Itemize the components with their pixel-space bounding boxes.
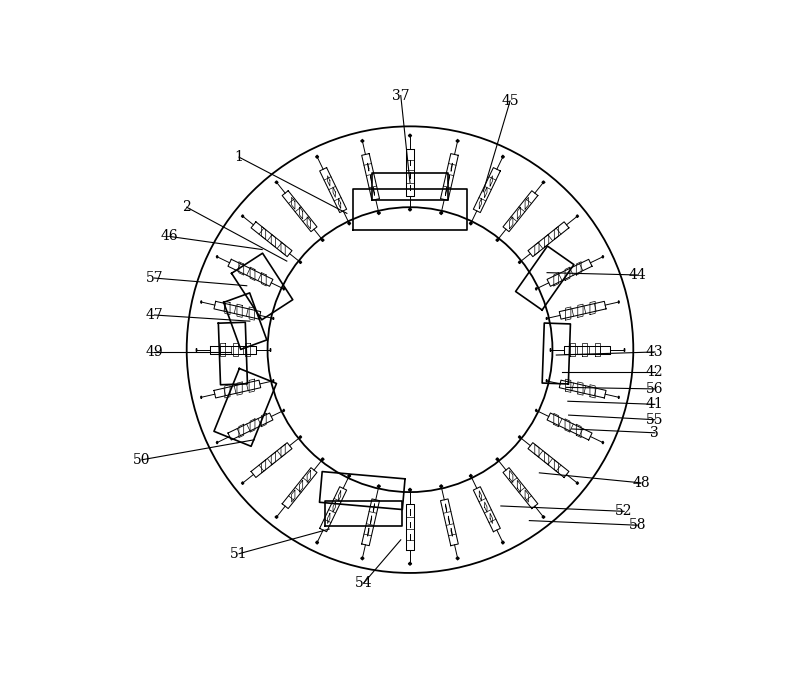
Polygon shape: [602, 441, 603, 444]
Text: 42: 42: [646, 365, 664, 379]
Polygon shape: [282, 190, 317, 232]
Polygon shape: [440, 211, 442, 214]
Polygon shape: [576, 482, 578, 484]
Polygon shape: [474, 486, 500, 532]
Polygon shape: [406, 504, 414, 550]
Polygon shape: [275, 516, 278, 519]
Polygon shape: [542, 516, 545, 519]
Polygon shape: [362, 153, 379, 200]
Polygon shape: [378, 485, 380, 488]
Polygon shape: [275, 181, 278, 183]
Polygon shape: [542, 181, 545, 183]
Polygon shape: [361, 557, 364, 560]
Polygon shape: [362, 499, 379, 546]
Text: 41: 41: [646, 398, 664, 412]
Polygon shape: [217, 256, 218, 258]
Text: 50: 50: [134, 453, 150, 467]
Text: 55: 55: [646, 413, 664, 427]
Polygon shape: [348, 222, 350, 225]
Polygon shape: [470, 222, 472, 225]
Polygon shape: [535, 288, 537, 290]
Polygon shape: [406, 150, 414, 195]
Polygon shape: [576, 215, 578, 218]
Polygon shape: [408, 134, 412, 137]
Polygon shape: [408, 562, 412, 565]
Polygon shape: [503, 468, 538, 509]
Polygon shape: [242, 482, 244, 484]
Text: 46: 46: [161, 230, 178, 244]
Polygon shape: [503, 190, 538, 232]
Polygon shape: [602, 256, 603, 258]
Text: 54: 54: [355, 576, 373, 590]
Polygon shape: [214, 380, 261, 398]
Polygon shape: [282, 468, 317, 509]
Polygon shape: [441, 499, 458, 546]
Polygon shape: [518, 261, 521, 264]
Polygon shape: [228, 259, 273, 286]
Text: 51: 51: [230, 547, 248, 561]
Polygon shape: [547, 259, 592, 286]
Polygon shape: [320, 167, 346, 213]
Text: 2: 2: [182, 200, 191, 214]
Text: 37: 37: [392, 88, 410, 102]
Polygon shape: [535, 409, 537, 412]
Polygon shape: [361, 139, 364, 142]
Polygon shape: [441, 153, 458, 200]
Polygon shape: [283, 288, 285, 290]
Polygon shape: [502, 155, 504, 158]
Polygon shape: [564, 346, 610, 354]
Polygon shape: [210, 346, 256, 354]
Polygon shape: [299, 261, 302, 264]
Text: 48: 48: [632, 476, 650, 490]
Text: 52: 52: [615, 504, 633, 518]
Polygon shape: [456, 139, 459, 142]
Polygon shape: [217, 441, 218, 444]
Polygon shape: [320, 486, 346, 532]
Polygon shape: [316, 155, 318, 158]
Text: 57: 57: [146, 271, 163, 285]
Text: 49: 49: [146, 345, 163, 359]
Polygon shape: [470, 475, 472, 477]
Polygon shape: [456, 557, 459, 560]
Text: 1: 1: [234, 150, 243, 164]
Polygon shape: [440, 485, 442, 488]
Polygon shape: [348, 475, 350, 477]
Text: 45: 45: [502, 94, 519, 108]
Polygon shape: [528, 222, 569, 257]
Text: 47: 47: [146, 308, 163, 322]
Polygon shape: [547, 413, 592, 440]
Polygon shape: [518, 435, 521, 438]
Polygon shape: [251, 222, 292, 257]
Polygon shape: [283, 409, 285, 412]
Text: 58: 58: [629, 518, 646, 532]
Polygon shape: [214, 301, 261, 319]
Polygon shape: [378, 211, 380, 214]
Polygon shape: [496, 458, 498, 461]
Polygon shape: [408, 489, 412, 491]
Polygon shape: [322, 239, 324, 241]
Polygon shape: [496, 239, 498, 241]
Polygon shape: [299, 435, 302, 438]
Polygon shape: [502, 541, 504, 544]
Text: 56: 56: [646, 382, 664, 396]
Text: 44: 44: [628, 268, 646, 282]
Polygon shape: [559, 301, 606, 319]
Polygon shape: [316, 541, 318, 544]
Polygon shape: [242, 215, 244, 218]
Polygon shape: [322, 458, 324, 461]
Polygon shape: [228, 413, 273, 440]
Polygon shape: [528, 442, 569, 477]
Polygon shape: [251, 442, 292, 477]
Polygon shape: [559, 380, 606, 398]
Text: 43: 43: [646, 345, 664, 359]
Polygon shape: [474, 167, 500, 213]
Text: 3: 3: [650, 426, 659, 440]
Polygon shape: [408, 208, 412, 211]
